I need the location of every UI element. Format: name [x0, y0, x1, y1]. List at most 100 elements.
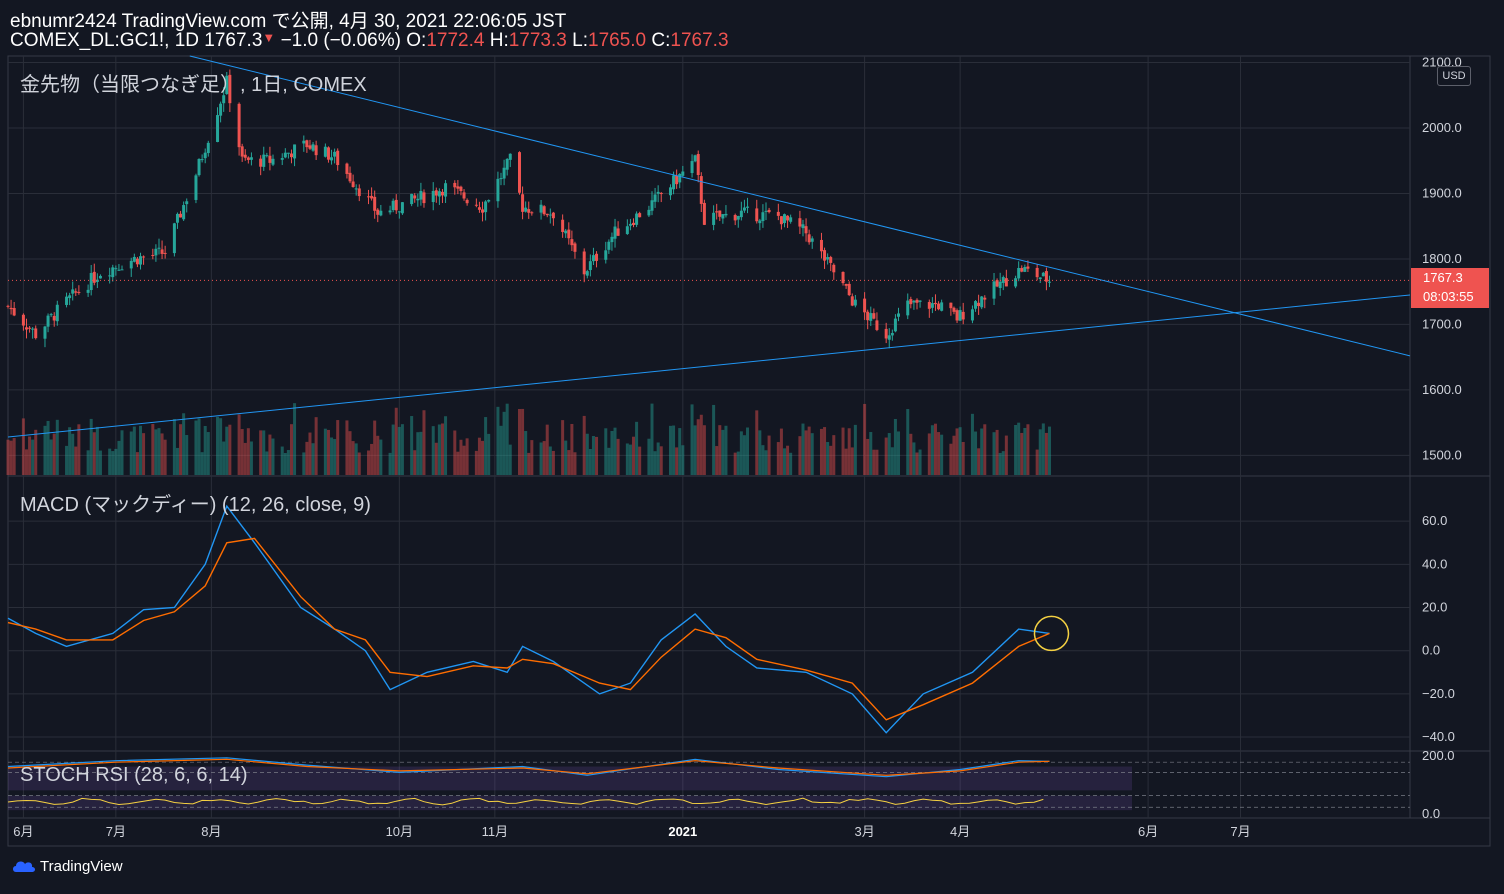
volume-bar — [259, 430, 263, 475]
candle-body — [388, 210, 392, 213]
candle-body — [89, 273, 93, 291]
volume-bar — [521, 408, 525, 475]
candle-body — [604, 250, 608, 260]
candle-body — [370, 195, 374, 199]
candle-body — [841, 271, 845, 284]
volume-bar — [675, 447, 679, 475]
x-tick-label: 6月 — [13, 824, 33, 839]
candle-body — [869, 313, 873, 321]
candle-body — [505, 158, 509, 170]
candle-body — [157, 247, 161, 249]
candle-body — [798, 218, 802, 227]
volume-bar — [86, 450, 90, 475]
volume-bar — [179, 424, 183, 475]
volume-bar — [1047, 426, 1051, 475]
candle-body — [108, 275, 112, 277]
candle-body — [668, 187, 672, 196]
y-tick-label: 2100.0 — [1422, 55, 1462, 70]
candle-body — [179, 213, 183, 218]
candle-body — [1035, 267, 1039, 278]
volume-bar — [829, 445, 833, 475]
volume-bar — [915, 452, 919, 475]
candle-body — [736, 215, 740, 220]
candle-body — [955, 310, 959, 321]
candle-body — [440, 191, 444, 196]
candle-body — [1041, 272, 1045, 277]
last-price-tag: 1767.3 08:03:55 — [1411, 268, 1489, 308]
volume-bar — [613, 427, 617, 475]
volume-bar — [718, 425, 722, 475]
candle-body — [810, 238, 814, 242]
candle-body — [52, 315, 56, 321]
volume-bar — [653, 451, 657, 475]
candle-body — [995, 280, 999, 287]
volume-bar — [422, 410, 426, 475]
volume-bar — [567, 450, 571, 475]
volume-bar — [246, 428, 250, 475]
candle-body — [283, 152, 287, 158]
candle-body — [477, 207, 481, 210]
volume-bar — [826, 442, 830, 475]
volume-bar — [465, 438, 469, 475]
candle-body — [1001, 277, 1005, 283]
volume-bar — [496, 406, 500, 475]
candle-body — [462, 192, 466, 199]
candle-body — [702, 202, 706, 225]
volume-bar — [410, 416, 414, 475]
volume-bar — [656, 442, 660, 475]
candle-body — [890, 332, 894, 336]
candle-body — [961, 311, 965, 320]
candle-body — [34, 328, 38, 339]
candle-body — [114, 268, 118, 270]
candle-body — [129, 260, 133, 269]
candle-body — [755, 208, 759, 222]
candle-body — [200, 159, 204, 161]
candle-body — [262, 154, 266, 167]
volume-bar — [21, 418, 25, 475]
candle-body — [246, 157, 250, 160]
volume-bar — [197, 418, 201, 475]
volume-bar — [961, 441, 965, 475]
volume-bar — [24, 449, 28, 475]
candle-body — [952, 307, 956, 312]
candle-body — [1020, 268, 1024, 272]
volume-bar — [413, 450, 417, 475]
volume-bar — [397, 426, 401, 475]
volume-bar — [715, 446, 719, 475]
candle-body — [696, 154, 700, 176]
volume-bar — [530, 440, 534, 475]
candle-body — [949, 302, 953, 309]
volume-bar — [194, 420, 198, 475]
volume-bar — [517, 409, 521, 475]
price-pane-title: 金先物（当限つなぎ足）, 1日, COMEX — [20, 74, 367, 96]
candle-body — [582, 251, 586, 275]
volume-bar — [370, 443, 374, 475]
volume-bar — [779, 428, 783, 475]
candle-body — [786, 215, 790, 221]
volume-bar — [388, 452, 392, 475]
volume-bar — [262, 430, 266, 475]
volume-bar — [129, 431, 133, 475]
candle-body — [693, 155, 697, 162]
candle-body — [733, 214, 737, 221]
volume-bar — [305, 441, 309, 475]
stoch-d-line — [7, 758, 1050, 776]
y-tick-label: 1500.0 — [1422, 447, 1462, 462]
trendline — [7, 294, 1411, 438]
volume-bar — [591, 436, 595, 475]
y-tick-label: 60.0 — [1422, 513, 1447, 528]
volume-bar — [977, 448, 981, 475]
candle-body — [992, 281, 996, 299]
candle-body — [983, 297, 987, 300]
tradingview-logo[interactable]: TradingView — [12, 858, 123, 875]
candle-body — [46, 315, 50, 327]
candle-body — [699, 176, 703, 204]
volume-bar — [391, 424, 395, 475]
volume-bar — [1017, 422, 1021, 475]
y-tick-label: 1900.0 — [1422, 185, 1462, 200]
candle-body — [431, 190, 435, 203]
volume-bar — [638, 446, 642, 475]
currency-button[interactable]: USD — [1437, 66, 1471, 86]
candle-body — [570, 239, 574, 246]
